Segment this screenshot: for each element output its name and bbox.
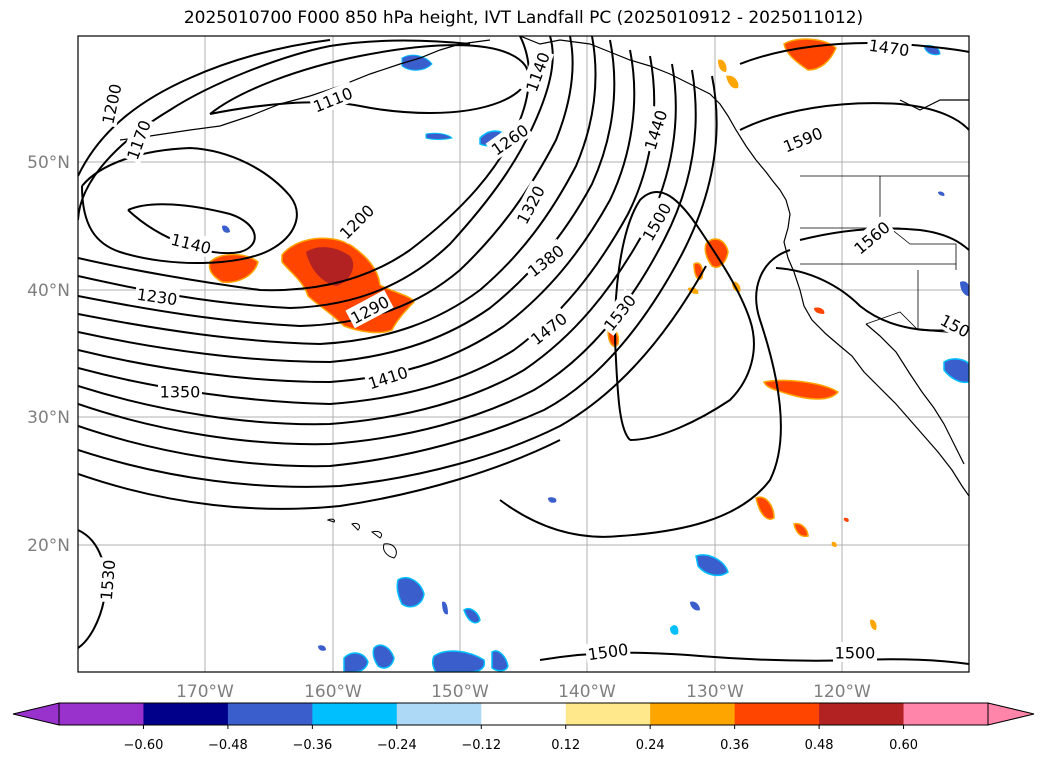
state-borders	[800, 175, 969, 335]
contour-label-layer: 1200 1170 1110 1140 1440 1470 1590 1260 …	[95, 36, 969, 664]
colorbar-swatch	[650, 703, 736, 725]
ivt-neg-1	[396, 576, 425, 608]
ivt-neg-18	[222, 225, 230, 233]
colorbar-swatch	[903, 703, 989, 725]
colorbar-tick-label: 0.36	[720, 738, 749, 753]
colorbar-swatch	[312, 703, 398, 725]
longitude-labels: 170°W 160°W 150°W 140°W 130°W 120°W	[176, 682, 871, 702]
baja-coast	[865, 323, 965, 465]
colorbar-tick-label: −0.60	[124, 738, 164, 753]
contour-label: 1350	[160, 383, 201, 402]
alaska-peninsula-coast	[119, 39, 491, 141]
ivt-patch-small-12	[831, 541, 837, 547]
hawaii-islands	[326, 518, 397, 559]
lat-label: 20°N	[27, 536, 70, 556]
colorbar-tick-label: −0.36	[292, 738, 332, 753]
ivt-patch-small-6	[726, 75, 739, 89]
ivt-patch-small-7	[718, 59, 727, 72]
lat-label: 30°N	[27, 408, 70, 428]
ivt-patch-coast	[763, 379, 840, 400]
ivt-patch-small-13	[843, 517, 849, 522]
latitude-labels: 50°N 40°N 30°N 20°N	[27, 153, 70, 556]
lon-label: 130°W	[686, 682, 744, 702]
british-columbia-coast	[755, 159, 795, 273]
colorbar-swatch	[59, 703, 144, 725]
ivt-patch-small-4	[755, 496, 775, 520]
colorbar-swatch	[396, 703, 482, 725]
lon-label: 160°W	[304, 682, 362, 702]
colorbar-extend-low	[13, 703, 59, 725]
lat-label: 40°N	[27, 281, 70, 301]
map-frame	[77, 35, 970, 673]
colorbar-swatch	[481, 703, 567, 725]
ivt-patch-small-5	[793, 522, 809, 538]
ivt-patch-small-10	[814, 307, 825, 314]
colorbar-swatch	[565, 703, 651, 725]
colorbar-swatch	[227, 703, 313, 725]
colorbar-tick-label: −0.48	[208, 738, 248, 753]
colorbar-swatch	[819, 703, 905, 725]
lon-label: 140°W	[558, 682, 616, 702]
lon-label: 170°W	[176, 682, 234, 702]
lat-label: 50°N	[27, 153, 70, 173]
lon-label: 150°W	[431, 682, 489, 702]
ivt-neg-21	[938, 191, 945, 196]
ivt-neg-20	[318, 645, 326, 651]
ivt-neg-19	[670, 625, 679, 635]
ivt-neg-7	[491, 650, 509, 672]
colorbar-tick-label: 0.48	[805, 738, 834, 753]
colorbar: −0.60 −0.48 −0.36 −0.24 −0.12 0.12 0.24 0.36 0.4…	[12, 702, 1035, 753]
ivt-neg-17	[442, 601, 448, 615]
ivt-neg-8	[943, 358, 969, 384]
colorbar-tick-label: −0.24	[377, 738, 417, 753]
map-title: 2025010700 F000 850 hPa height, IVT Land…	[183, 8, 864, 28]
ivt-neg-13	[960, 281, 969, 296]
colorbar-tick-label: 0.60	[889, 738, 918, 753]
us-west-coast	[793, 271, 969, 497]
contour-label: 1500	[835, 644, 876, 663]
colorbar-extend-high	[988, 703, 1034, 725]
ivt-patch-small-11	[870, 619, 877, 630]
lon-label: 120°W	[813, 682, 871, 702]
colorbar-tick-label: 0.12	[551, 738, 580, 753]
ivt-patch-north	[783, 38, 837, 71]
ivt-neg-2	[695, 554, 729, 577]
ivt-neg-5	[372, 644, 395, 669]
ivt-neg-3	[431, 650, 486, 672]
ivt-neg-4	[343, 652, 369, 672]
ivt-patch-core	[306, 247, 354, 286]
colorbar-swatch	[143, 703, 229, 725]
colorbar-tick-label: −0.12	[461, 738, 501, 753]
ivt-neg-11	[401, 54, 433, 71]
ivt-neg-10	[425, 132, 453, 140]
ivt-neg-16	[690, 601, 700, 611]
contour-label: 1530	[97, 559, 119, 601]
colorbar-swatch	[734, 703, 820, 725]
colorbar-tick-label: 0.24	[636, 738, 665, 753]
ivt-neg-14	[548, 497, 557, 503]
ivt-neg-6	[463, 608, 481, 624]
